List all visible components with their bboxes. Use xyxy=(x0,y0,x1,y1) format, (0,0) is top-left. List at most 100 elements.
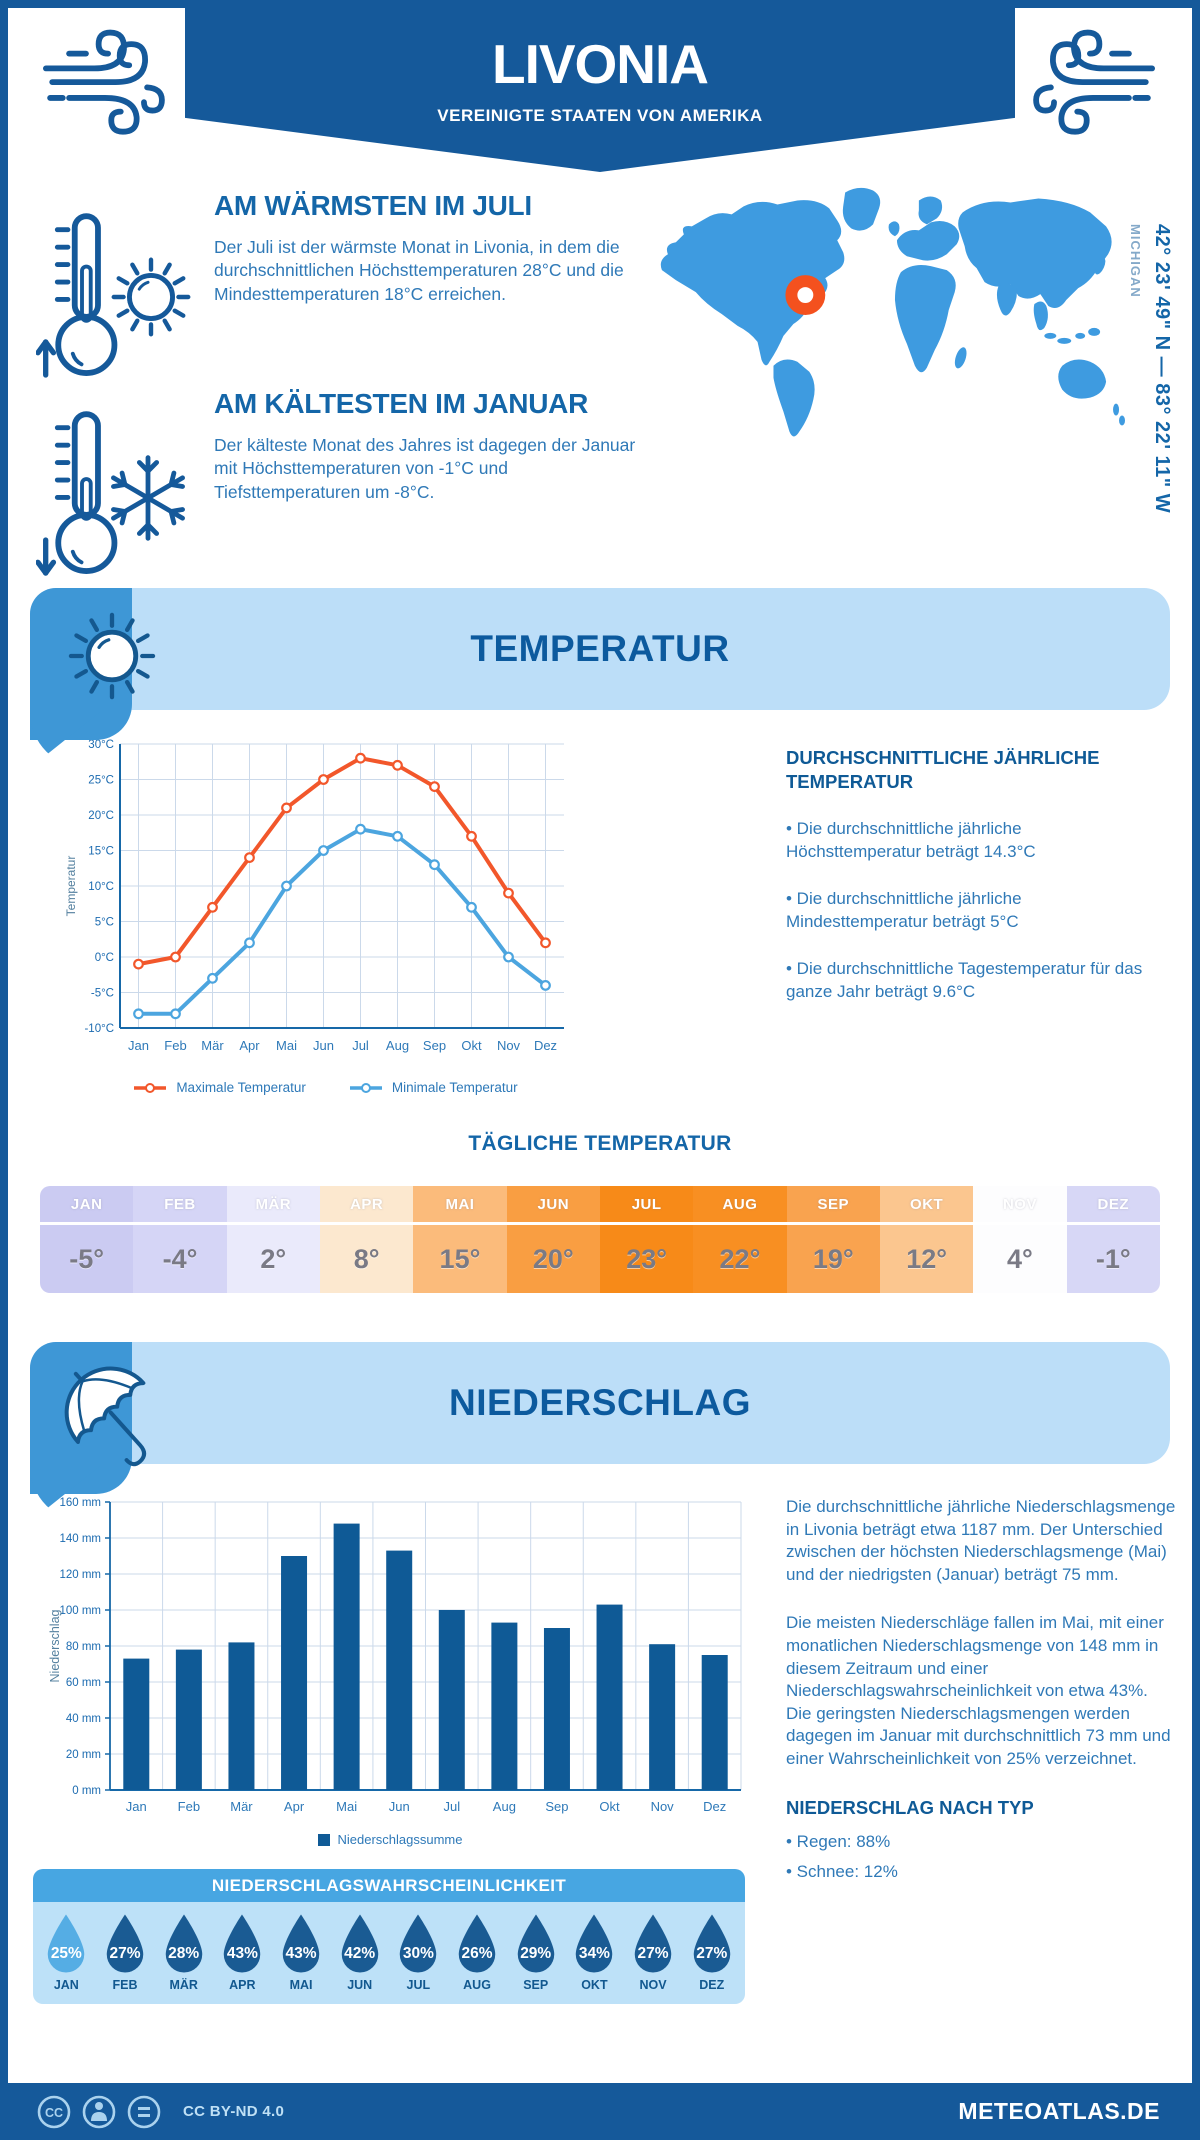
daily-temperature-value: 8° xyxy=(353,1243,380,1274)
daily-temperature-value: 22° xyxy=(719,1243,761,1274)
page-title: LIVONIA xyxy=(491,33,709,95)
bar xyxy=(333,1523,360,1790)
cc-license-badge[interactable]: CC CC BY-ND 4.0 xyxy=(36,2094,284,2130)
svg-text:40 mm: 40 mm xyxy=(66,1713,101,1725)
row-divider xyxy=(40,1222,134,1225)
bar xyxy=(701,1655,728,1790)
data-point xyxy=(392,759,403,771)
probability-value: 25% xyxy=(50,1945,82,1962)
svg-text:Jun: Jun xyxy=(313,1038,334,1053)
droplet-icon xyxy=(576,1914,613,1973)
daily-temperature-value: 20° xyxy=(532,1243,574,1274)
month-label: OKT xyxy=(910,1195,944,1213)
month-label: SEP xyxy=(523,1978,549,1992)
probability-value: 29% xyxy=(520,1945,552,1962)
probability-droplet: 30% JUL xyxy=(389,1912,448,1992)
droplet-icon xyxy=(48,1914,85,1973)
line-series xyxy=(138,756,548,967)
svg-text:Dez: Dez xyxy=(703,1799,726,1814)
svg-text:Mai: Mai xyxy=(276,1038,297,1053)
month-label: MÄR xyxy=(255,1195,292,1213)
month-label: AUG xyxy=(463,1978,491,1992)
probability-value: 43% xyxy=(226,1945,258,1962)
svg-text:Jul: Jul xyxy=(352,1038,369,1053)
data-point xyxy=(133,958,144,970)
legend-label: Minimale Temperatur xyxy=(391,1080,518,1095)
precipitation-info: Die durchschnittliche jährliche Niedersc… xyxy=(786,1496,1186,1892)
month-label: DEZ xyxy=(699,1978,725,1992)
data-point xyxy=(466,901,477,913)
sun-icon xyxy=(111,257,191,337)
data-point xyxy=(170,951,181,963)
svg-text:-5°C: -5°C xyxy=(91,988,114,1000)
footer: CC CC BY-ND 4.0 METEOATLAS.DE xyxy=(0,2083,1200,2140)
svg-text:Feb: Feb xyxy=(178,1799,200,1814)
no-derivatives-icon xyxy=(127,2095,161,2128)
data-point xyxy=(540,979,551,991)
bar-chart-legend: Niederschlagssumme xyxy=(40,1832,740,1847)
cold-icons xyxy=(35,398,216,608)
droplet-icon xyxy=(400,1914,437,1973)
month-label: AUG xyxy=(722,1195,758,1213)
row-divider xyxy=(506,1222,600,1225)
data-point xyxy=(392,830,403,842)
svg-text:Jun: Jun xyxy=(389,1799,410,1814)
site-name[interactable]: METEOATLAS.DE xyxy=(958,2098,1160,2124)
bar xyxy=(543,1628,570,1790)
umbrella-icon xyxy=(64,1366,147,1467)
daily-temperature-value: 12° xyxy=(906,1243,948,1274)
svg-text:5°C: 5°C xyxy=(95,917,114,929)
svg-text:Apr: Apr xyxy=(239,1038,260,1053)
probability-droplets: 25% JAN 27% FEB 28% MÄR 43% APR 43% MAI 42% JUN 30% J… xyxy=(33,1902,745,2004)
daily-temperature-cell: DEZ -1° xyxy=(1066,1186,1160,1293)
data-point xyxy=(170,1008,181,1020)
line-series xyxy=(138,827,547,1016)
daily-temperature-table: JAN -5° FEB -4° MÄR 2° APR 8° MAI 15° JUN 20° JUL 23°… xyxy=(40,1186,1160,1293)
svg-text:100 mm: 100 mm xyxy=(59,1605,101,1617)
temperature-bullet: • Die durchschnittliche jährliche Mindes… xyxy=(786,889,1022,931)
probability-droplet: 34% OKT xyxy=(565,1912,624,1992)
row-divider xyxy=(133,1222,227,1225)
precipitation-section-title: NIEDERSCHLAG xyxy=(448,1382,752,1423)
svg-text:Aug: Aug xyxy=(493,1799,516,1814)
y-axis-label: Niederschlag xyxy=(48,1609,62,1682)
bar xyxy=(649,1644,676,1790)
legend-item: Niederschlagssumme xyxy=(317,1832,463,1847)
month-label: JAN xyxy=(53,1978,79,1992)
warmest-month-block: AM WÄRMSTEN IM JULI Der Juli ist der wär… xyxy=(35,190,676,378)
month-label: APR xyxy=(229,1978,256,1992)
daily-temperature-cell: SEP 19° xyxy=(786,1186,880,1293)
temperature-section-title: TEMPERATUR xyxy=(470,628,730,669)
x-tick-labels: Jan Feb Mär Apr Mai Jun Jul Aug Sep Okt Nov Dez xyxy=(128,1038,557,1053)
month-label: JAN xyxy=(70,1195,103,1213)
probability-droplet: 27% NOV xyxy=(624,1912,683,1992)
droplet-icon xyxy=(341,1914,378,1973)
probability-droplet: 27% FEB xyxy=(96,1912,155,1992)
probability-droplet: 29% SEP xyxy=(506,1912,565,1992)
row-divider xyxy=(599,1222,694,1225)
svg-text:Okt: Okt xyxy=(461,1038,482,1053)
data-point xyxy=(244,852,255,863)
month-label: NOV xyxy=(639,1978,667,1992)
svg-text:CC: CC xyxy=(45,2106,63,2120)
y-tick-labels: 0 mm 20 mm 40 mm 60 mm 80 mm 100 mm 120 mm 140 … xyxy=(59,1497,101,1797)
daily-temperature-value: 15° xyxy=(439,1243,481,1274)
row-divider xyxy=(786,1222,880,1225)
precipitation-probability-panel: NIEDERSCHLAGSWAHRSCHEINLICHKEIT 25% JAN 27… xyxy=(33,1869,745,2004)
legend-item: Maximale Temperatur xyxy=(132,1080,306,1095)
svg-text:Feb: Feb xyxy=(164,1038,186,1053)
daily-temperature-title: TÄGLICHE TEMPERATUR xyxy=(468,1132,732,1155)
droplet-icon xyxy=(634,1914,672,1973)
daily-temperature-cell: AUG 22° xyxy=(693,1186,787,1293)
precipitation-type: • Schnee: 12% xyxy=(786,1862,898,1882)
svg-text:Sep: Sep xyxy=(545,1799,568,1814)
svg-text:80 mm: 80 mm xyxy=(66,1641,101,1653)
row-divider xyxy=(973,1222,1067,1225)
droplet-icon xyxy=(458,1914,496,1973)
legend-swatch xyxy=(349,1082,382,1093)
droplet-icon xyxy=(282,1914,320,1973)
probability-value: 43% xyxy=(285,1945,317,1962)
svg-text:Aug: Aug xyxy=(386,1038,409,1053)
svg-text:Jan: Jan xyxy=(128,1038,149,1053)
droplet-icon xyxy=(165,1914,202,1973)
